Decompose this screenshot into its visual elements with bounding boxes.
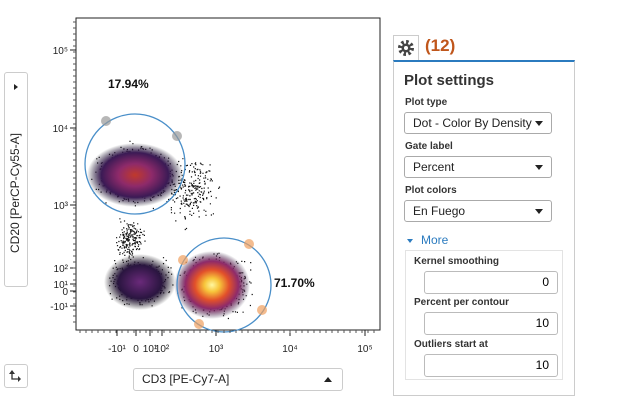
gate-label: 71.70% — [274, 276, 315, 290]
x-axis-label: CD3 [PE-Cy7-A] — [142, 372, 230, 386]
swap-icon — [9, 370, 21, 382]
gate-handle[interactable] — [257, 305, 267, 315]
select-value: En Fuego — [413, 204, 466, 218]
x-tick-label: 10⁵ — [357, 344, 372, 355]
select[interactable]: Percent — [404, 156, 552, 178]
number-input[interactable]: 10 — [424, 354, 558, 377]
field-label: Kernel smoothing — [414, 256, 500, 267]
gate[interactable] — [84, 113, 186, 215]
gate-handle[interactable] — [178, 255, 188, 265]
x-tick-label: 10³ — [209, 344, 224, 355]
select[interactable]: Dot - Color By Density — [404, 112, 552, 134]
field-label: Outliers start at — [414, 339, 488, 350]
field-label: Gate label — [405, 141, 453, 152]
y-tick-label: 10⁵ — [53, 46, 68, 57]
field-label: Percent per contour — [414, 297, 510, 308]
y-tick-label: 10¹ — [54, 280, 69, 291]
y-axis-panel[interactable]: CD20 [PerCP-Cy55-A] — [4, 72, 28, 287]
settings-tab[interactable] — [393, 35, 419, 60]
swap-axes-button[interactable] — [4, 364, 28, 388]
density-cluster — [87, 143, 183, 207]
more-toggle[interactable]: More — [407, 233, 448, 247]
more-label: More — [421, 233, 449, 247]
x-tick-label: 10¹ — [143, 344, 158, 355]
y-tick-label: 10³ — [54, 201, 69, 212]
settings-panel — [393, 60, 575, 396]
field-label: Plot colors — [405, 185, 457, 196]
y-tick-label: 10² — [54, 264, 69, 275]
select[interactable]: En Fuego — [404, 200, 552, 222]
y-axis-label: CD20 [PerCP-Cy55-A] — [8, 133, 22, 253]
gate-handle[interactable] — [101, 116, 111, 126]
number-input[interactable]: 10 — [424, 312, 558, 335]
gate-handle[interactable] — [194, 319, 204, 329]
y-tick-label: 10⁴ — [53, 124, 68, 135]
select-value: Dot - Color By Density — [413, 116, 532, 130]
x-tick-label: 10⁴ — [282, 344, 297, 355]
gate-label: 17.94% — [108, 77, 149, 91]
advanced-panel — [405, 250, 563, 380]
gate-handle[interactable] — [172, 131, 182, 141]
panel-title: Plot settings — [404, 72, 495, 89]
caret — [535, 165, 543, 170]
x-tick-label: -10¹ — [108, 344, 126, 355]
x-tick-label: 10² — [155, 344, 170, 355]
y-tick-label: 0 — [62, 287, 68, 298]
gate-handle[interactable] — [244, 239, 254, 249]
select-value: Percent — [413, 160, 455, 174]
caret — [535, 209, 543, 214]
density-cluster — [104, 254, 176, 310]
badge: (12) — [425, 36, 456, 55]
field-label: Plot type — [405, 97, 448, 108]
x-axis-select[interactable]: CD3 [PE-Cy7-A] — [133, 368, 343, 391]
density-cluster — [174, 251, 250, 319]
expand-arrow — [14, 84, 18, 90]
caret — [535, 121, 543, 126]
number-input[interactable]: 0 — [424, 271, 558, 294]
x-tick-label: 0 — [133, 344, 139, 355]
gear-icon — [398, 40, 414, 56]
y-panel-icon: CD20 [PerCP-Cy55-A] — [8, 84, 22, 253]
y-tick-label: -10¹ — [50, 302, 68, 313]
